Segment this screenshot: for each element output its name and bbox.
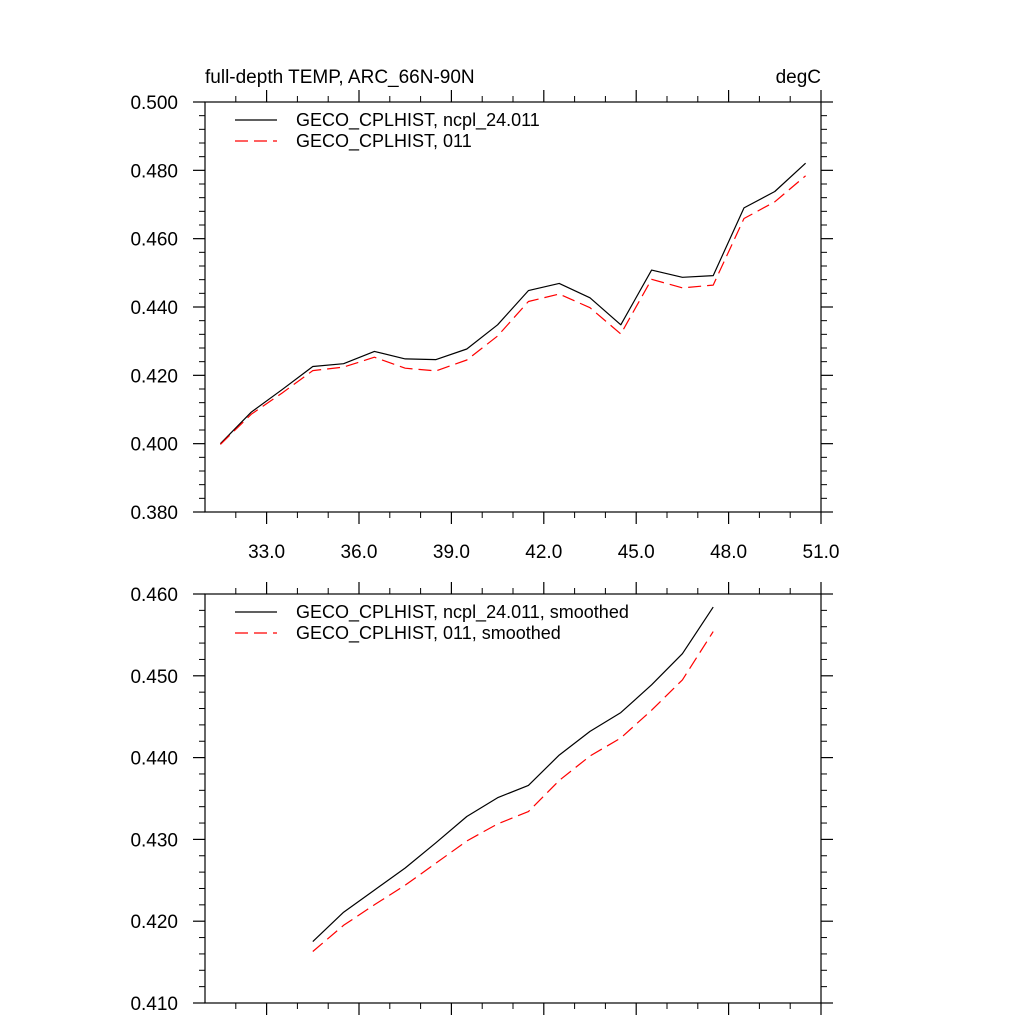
- top-panel: 0.380 0.400 0.420 0.440 0.460 0.480 0.500 33.0 3…: [130, 90, 839, 563]
- series-line-ncpl-24-011: [219, 162, 807, 445]
- x-tick-label: 39.0: [433, 542, 470, 563]
- y-tick-label: 0.420: [130, 912, 178, 933]
- y-tick-label: 0.420: [130, 366, 178, 387]
- series-line-011: [219, 175, 806, 445]
- x-tick-label: 42.0: [525, 542, 562, 563]
- x-tick-label: 33.0: [248, 542, 285, 563]
- y-tick-label: 0.500: [130, 93, 178, 114]
- y-tick-label: 0.440: [130, 749, 178, 770]
- y-tick-label: 0.480: [130, 161, 178, 182]
- y-tick-label: 0.380: [130, 503, 178, 524]
- y-tick-label: 0.430: [130, 830, 178, 851]
- series-line-ncpl-24-011: [312, 606, 714, 943]
- legend-label: GECO_CPLHIST, 011: [296, 131, 472, 152]
- x-tick-label: 36.0: [341, 542, 378, 563]
- y-tick-label: 0.440: [130, 298, 178, 319]
- bottom-panel: 0.410 0.420 0.430 0.440 0.450 0.460 GECO_CPLHI…: [130, 582, 833, 1015]
- legend-label: GECO_CPLHIST, 011, smoothed: [296, 623, 561, 644]
- legend-label: GECO_CPLHIST, ncpl_24.011, smoothed: [296, 602, 629, 623]
- series-line-011: [312, 631, 714, 952]
- y-tick-label: 0.450: [130, 667, 178, 688]
- y-tick-label: 0.400: [130, 435, 178, 456]
- x-tick-label: 51.0: [803, 542, 840, 563]
- plot-frame: [204, 593, 822, 1004]
- chart-title-units: degC: [776, 67, 821, 88]
- legend-label: GECO_CPLHIST, ncpl_24.011: [296, 110, 540, 131]
- y-tick-label: 0.460: [130, 230, 178, 251]
- y-tick-label: 0.410: [130, 994, 178, 1015]
- y-tick-label: 0.460: [130, 585, 178, 606]
- x-tick-label: 48.0: [710, 542, 747, 563]
- chart-title-left: full-depth TEMP, ARC_66N-90N: [205, 67, 475, 88]
- x-tick-label: 45.0: [618, 542, 655, 563]
